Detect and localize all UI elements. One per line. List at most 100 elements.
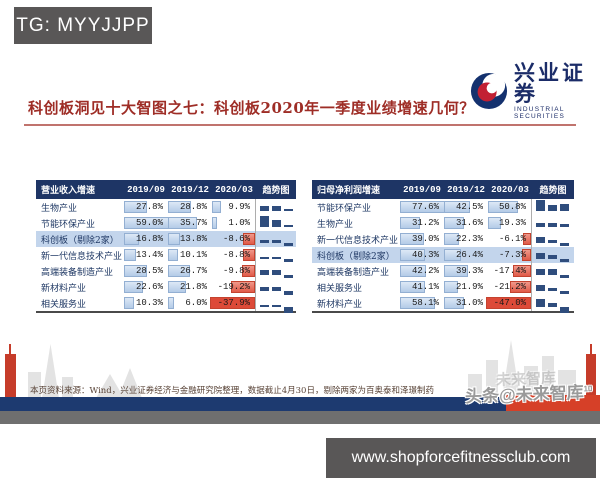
positive-databar (400, 265, 426, 277)
sparkline-bar (548, 204, 557, 211)
value-cell: 13.8% (168, 231, 212, 247)
table-row: 相关服务业 10.3% 6.0% -37.9% (36, 295, 296, 313)
sparkline-bar (260, 239, 269, 243)
value-cell: 39.0% (400, 231, 444, 247)
positive-databar (124, 233, 139, 245)
table-row: 科创板（剔除2家） 16.8% 13.8% -8.6% (36, 231, 296, 247)
value-text: 35.7% (179, 218, 207, 228)
sparkline-bar (560, 275, 569, 278)
table-row: 生物产业 31.2% 31.6% 19.3% (312, 215, 574, 231)
value-cell: 27.8% (124, 199, 168, 215)
url-banner: www.shopforcefitnessclub.com (326, 438, 596, 478)
value-text: 59.0% (135, 218, 163, 228)
row-label: 新材料产业 (41, 283, 87, 294)
value-cell: 42.2% (400, 263, 444, 279)
value-cell: 26.4% (444, 247, 488, 263)
value-cell: 21.8% (168, 279, 212, 295)
positive-databar (400, 297, 435, 309)
brand-logo-text: 兴业证券 INDUSTRIAL SECURITIES (514, 62, 600, 120)
value-cell: 6.0% (168, 295, 212, 311)
footer-bar-red (506, 395, 600, 414)
value-text: -17.4% (493, 266, 526, 276)
value-cell: 21.9% (444, 279, 488, 295)
value-cell: 26.7% (168, 263, 212, 279)
footer-bar-gray (0, 411, 600, 424)
negative-databar (509, 281, 531, 293)
table-row: 科创板（剔除2家） 40.3% 26.4% -7.3% (312, 247, 574, 263)
positive-databar (124, 297, 134, 309)
value-cell: -9.8% (212, 263, 256, 279)
row-label: 新一代信息技术产业 (41, 251, 123, 262)
positive-databar (124, 281, 143, 293)
table-row: 高端装备制造产业 42.2% 39.3% -17.4% (312, 263, 574, 279)
trend-sparkline (532, 295, 574, 313)
value-cell: 16.8% (124, 231, 168, 247)
sparkline-bar (560, 243, 569, 246)
positive-databar (444, 201, 471, 213)
positive-databar (488, 201, 519, 213)
positive-databar (212, 217, 217, 229)
table-row: 新材料产业 22.6% 21.8% -19.2% (36, 279, 296, 295)
sparkline-bar (560, 224, 569, 227)
table-row: 相关服务业 41.1% 21.9% -21.2% (312, 279, 574, 295)
value-text: 13.4% (135, 250, 163, 260)
positive-databar (168, 249, 178, 261)
brand-subtitle: INDUSTRIAL SECURITIES (514, 106, 566, 120)
value-cell: -17.4% (488, 263, 532, 279)
value-cell: 28.5% (124, 263, 168, 279)
trend-sparkline (532, 199, 574, 215)
value-cell: 50.8% (488, 199, 532, 215)
positive-databar (168, 233, 181, 245)
building-shape (28, 372, 41, 398)
value-cell: 9.9% (212, 199, 256, 215)
row-label: 新一代信息技术产业 (317, 235, 399, 246)
value-text: 22.6% (135, 282, 163, 292)
value-text: 31.2% (411, 218, 439, 228)
table-header-row: 营业收入增速 2019/09 2019/12 2020/03 趋势图 (36, 180, 296, 199)
tg-banner: TG: MYYJJPP (14, 7, 152, 44)
value-cell: -8.6% (212, 231, 256, 247)
red-tower-right (586, 354, 596, 398)
source-note: 本页资料来源：Wind，兴业证券经济与金融研究院整理，数据截止4月30日，剔除两… (30, 386, 434, 396)
table-row: 生物产业 27.8% 28.8% 9.9% (36, 199, 296, 215)
column-header: 2020/03 (215, 184, 253, 195)
value-cell: 31.2% (400, 215, 444, 231)
value-text: 10.1% (179, 250, 207, 260)
row-label: 科创板（剔除2家） (41, 235, 119, 246)
table-row: 节能环保产业 59.0% 35.7% 1.0% (36, 215, 296, 231)
value-cell: -37.9% (210, 295, 256, 311)
positive-databar (124, 201, 147, 213)
value-cell: 39.3% (444, 263, 488, 279)
column-header: 2019/12 (171, 184, 209, 195)
negative-databar (243, 233, 255, 245)
sparkline-bar (260, 269, 269, 275)
value-text: 31.0% (455, 298, 483, 308)
sparkline-bar (284, 307, 293, 313)
row-label: 生物产业 (41, 203, 78, 214)
positive-databar (168, 201, 192, 213)
trend-sparkline (532, 279, 574, 295)
positive-databar (444, 233, 459, 245)
title-underline (24, 124, 576, 126)
value-cell: 22.6% (124, 279, 168, 295)
value-text: 16.8% (135, 234, 163, 244)
value-text: 9.9% (228, 202, 250, 212)
column-header: 2019/12 (447, 184, 485, 195)
sparkline-bar (272, 270, 281, 275)
negative-databar (210, 297, 255, 309)
value-cell: -7.3% (488, 247, 532, 263)
trend-sparkline (256, 263, 296, 279)
value-text: -7.3% (498, 250, 526, 260)
positive-databar (444, 281, 459, 293)
brand-name: 兴业证券 (514, 60, 586, 106)
sparkline-bar (548, 302, 557, 307)
sparkline-bar (560, 307, 569, 313)
sparkline-bar (284, 208, 293, 211)
sparkline-bar (284, 259, 293, 262)
sparkline-bar (548, 239, 557, 243)
sparkline-bar (536, 298, 545, 307)
sparkline-bar (536, 285, 545, 291)
value-text: 40.3% (411, 250, 439, 260)
negative-databar (522, 249, 531, 261)
trend-sparkline (256, 247, 296, 263)
